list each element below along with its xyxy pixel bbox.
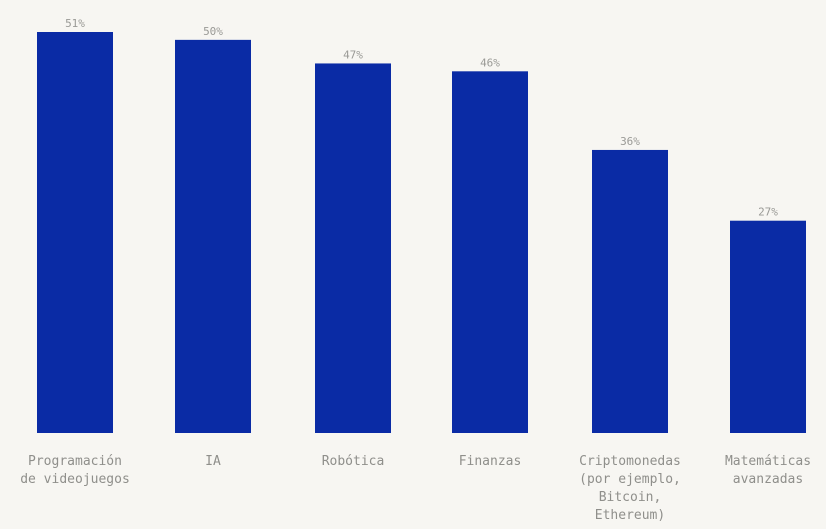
value-label-2: 47% bbox=[343, 48, 363, 61]
category-label-0: Programación de videojuegos bbox=[20, 454, 130, 487]
category-label-4-line-1: (por ejemplo, bbox=[579, 472, 681, 487]
value-label-1: 50% bbox=[203, 25, 223, 38]
value-labels-group: 51% 50% 47% 46% 36% 27% bbox=[65, 17, 778, 219]
category-label-2: Robótica bbox=[322, 454, 385, 469]
category-labels-group: Programación de videojuegos IA Robótica Fina… bbox=[20, 454, 811, 523]
category-label-2-line-0: Robótica bbox=[322, 454, 385, 469]
category-label-5: Matemáticas avanzadas bbox=[725, 454, 811, 487]
bar-1 bbox=[175, 39, 251, 434]
category-label-5-line-1: avanzadas bbox=[733, 472, 803, 487]
value-label-5: 27% bbox=[758, 206, 778, 219]
value-label-0: 51% bbox=[65, 17, 85, 30]
value-label-4: 36% bbox=[620, 135, 640, 148]
category-label-1: IA bbox=[205, 454, 221, 469]
bar-2 bbox=[315, 63, 391, 433]
category-label-0-line-0: Programación bbox=[28, 454, 122, 469]
category-label-0-line-1: de videojuegos bbox=[20, 472, 130, 487]
category-label-5-line-0: Matemáticas bbox=[725, 454, 811, 469]
bar-5 bbox=[730, 220, 806, 433]
category-label-4-line-0: Criptomonedas bbox=[579, 454, 681, 469]
category-label-4-line-2: Bitcoin, bbox=[599, 490, 662, 505]
value-label-3: 46% bbox=[480, 56, 500, 69]
bar-3 bbox=[452, 71, 528, 434]
bars-group bbox=[37, 32, 806, 434]
category-label-3-line-0: Finanzas bbox=[459, 454, 522, 469]
category-label-3: Finanzas bbox=[459, 454, 522, 469]
category-label-4: Criptomonedas (por ejemplo, Bitcoin, Ethere… bbox=[579, 454, 681, 523]
category-label-4-line-3: Ethereum) bbox=[595, 508, 665, 523]
category-label-1-line-0: IA bbox=[205, 454, 221, 469]
bar-4 bbox=[592, 149, 668, 434]
bar-0 bbox=[37, 32, 113, 433]
